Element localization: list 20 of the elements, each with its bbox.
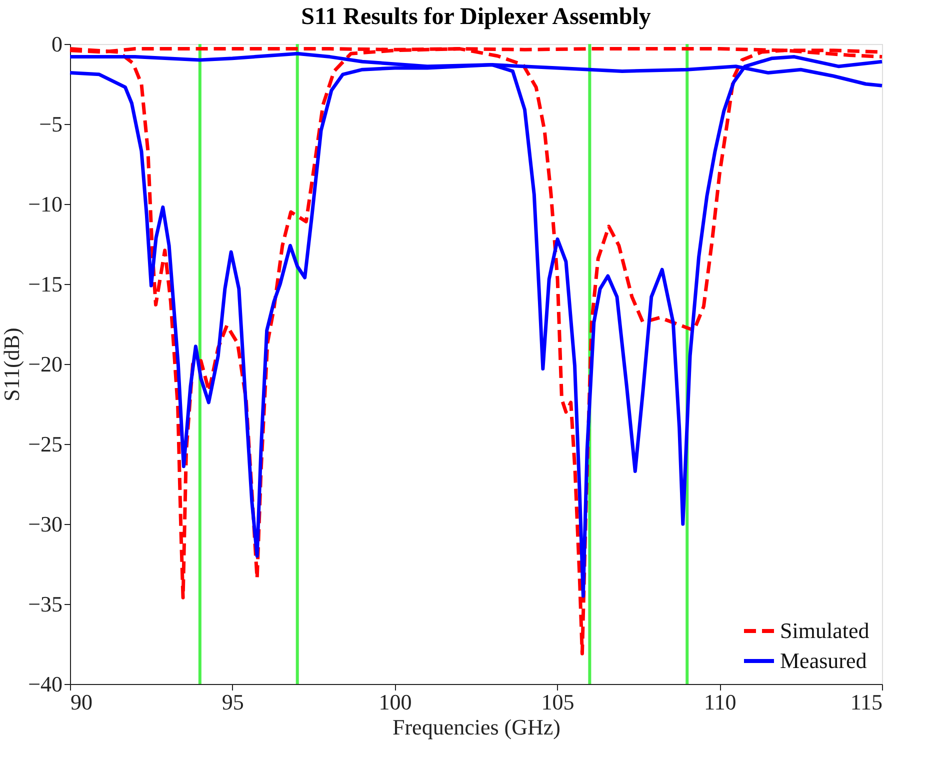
chart-title: S11 Results for Diplexer Assembly xyxy=(301,4,651,30)
x-tick-label: 115 xyxy=(850,690,882,714)
y-tick-label: −30 xyxy=(28,512,62,536)
x-tick-label: 100 xyxy=(378,690,412,714)
y-tick-label: −25 xyxy=(28,432,62,456)
y-tick-label: −20 xyxy=(28,352,62,376)
x-axis-title: Frequencies (GHz) xyxy=(392,714,560,740)
x-tick-label: 95 xyxy=(222,690,244,714)
x-tick-label: 105 xyxy=(541,690,574,714)
y-tick-label: 0 xyxy=(52,32,62,56)
y-tick-label: −40 xyxy=(28,672,62,696)
y-axis-title: S11(dB) xyxy=(0,328,24,402)
y-tick-label: −35 xyxy=(28,592,62,616)
x-tick-label: 110 xyxy=(704,690,736,714)
x-tick-label: 90 xyxy=(70,690,92,714)
y-tick-label: −5 xyxy=(39,112,62,136)
legend-label: Measured xyxy=(780,648,867,673)
legend-label: Simulated xyxy=(780,618,870,643)
y-tick-label: −10 xyxy=(28,192,62,216)
y-tick-label: −15 xyxy=(28,272,62,296)
